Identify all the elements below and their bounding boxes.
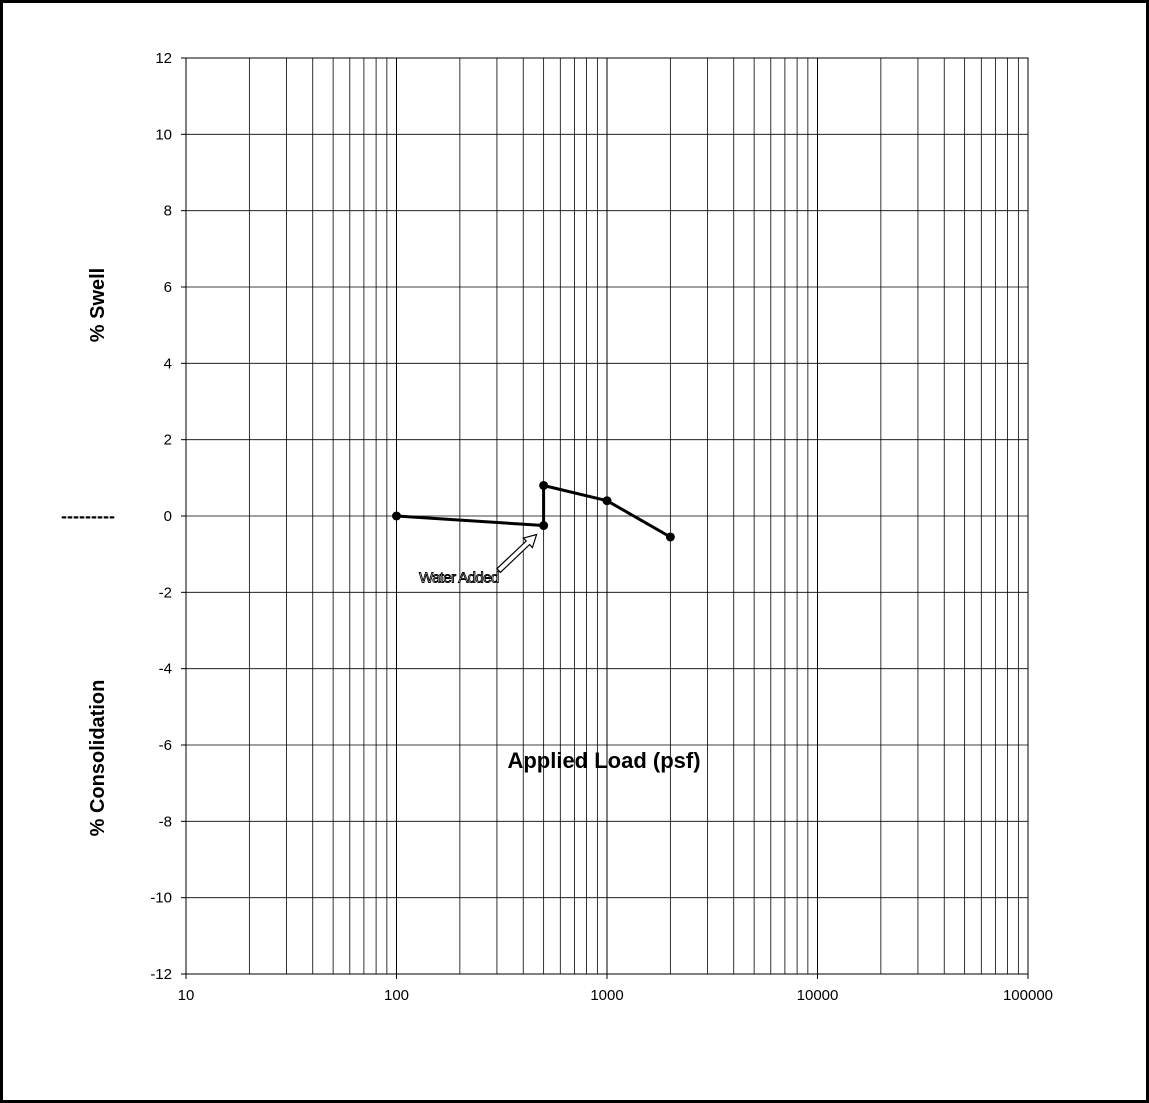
x-tick-labels: 10 100 1000 10000 100000 <box>178 987 1053 1004</box>
y-tick-label: 8 <box>164 203 172 220</box>
y-tick-label: -6 <box>159 737 172 754</box>
x-tick-label: 1000 <box>590 987 623 1004</box>
x-tick-label: 100000 <box>1003 987 1053 1004</box>
y-tick-label: -12 <box>150 966 172 983</box>
y-tick-labels: 12 10 8 6 4 2 0 -2 -4 -6 -8 -10 -12 <box>150 50 172 983</box>
series-layer <box>392 480 675 542</box>
data-point <box>602 496 612 506</box>
y-tick-label: 12 <box>155 50 172 67</box>
y-tick-label: 2 <box>164 432 172 449</box>
x-tick-label: 10000 <box>797 987 839 1004</box>
annotation-arrow <box>496 533 538 574</box>
x-axis-label: Applied Load (psf) <box>507 748 700 773</box>
y-tick-label: -4 <box>159 661 172 678</box>
y-tick-label: 10 <box>155 126 172 143</box>
y-axis-label-consolidation: % Consolidation <box>87 680 109 837</box>
x-tick-label: 100 <box>384 987 409 1004</box>
data-point <box>665 532 675 542</box>
x-tick-label: 10 <box>178 987 195 1004</box>
y-tick-label: 0 <box>164 508 172 525</box>
data-point <box>539 521 549 531</box>
grid-lines <box>181 57 1029 979</box>
plot-area-frame <box>185 57 1029 975</box>
zero-marker-dashes: --------- <box>61 506 115 526</box>
series-line <box>396 484 672 539</box>
y-tick-label: -8 <box>159 813 172 830</box>
y-axis-label-swell: % Swell <box>87 268 109 342</box>
data-point <box>392 511 401 521</box>
y-tick-label: -2 <box>159 584 172 601</box>
annotation-layer: Water Added <box>419 533 538 587</box>
annotation-label: Water Added <box>419 570 499 587</box>
y-tick-label: 4 <box>164 355 172 372</box>
y-tick-label: 6 <box>164 279 172 296</box>
y-tick-label: -10 <box>150 890 172 907</box>
data-point <box>539 480 549 490</box>
